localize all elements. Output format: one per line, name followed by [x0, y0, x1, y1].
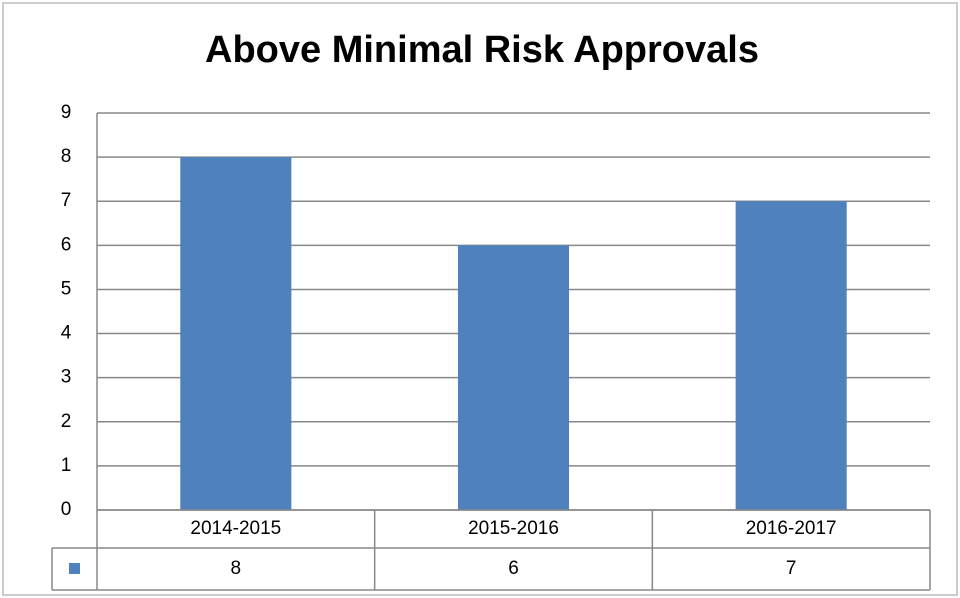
- table-value: 6: [508, 558, 519, 579]
- legend-key: [69, 563, 80, 574]
- y-tick-label: 8: [61, 146, 72, 167]
- y-tick-label: 7: [61, 190, 72, 211]
- table-value: 7: [786, 558, 797, 579]
- table-value: 8: [231, 558, 242, 579]
- y-tick-label: 1: [61, 455, 72, 476]
- bar: [735, 201, 847, 510]
- category-label: 2016-2017: [746, 518, 837, 539]
- y-tick-label: 2: [61, 411, 72, 432]
- category-label: 2015-2016: [468, 518, 559, 539]
- y-tick-label: 3: [61, 367, 72, 388]
- y-tick-label: 9: [61, 102, 72, 123]
- bar: [180, 157, 292, 510]
- y-tick-label: 6: [61, 234, 72, 255]
- y-tick-label: 0: [61, 499, 72, 520]
- bar: [457, 245, 570, 511]
- chart-title: Above Minimal Risk Approvals: [205, 29, 759, 71]
- y-tick-label: 5: [61, 278, 72, 299]
- category-label: 2014-2015: [190, 518, 281, 539]
- y-tick-label: 4: [61, 323, 72, 344]
